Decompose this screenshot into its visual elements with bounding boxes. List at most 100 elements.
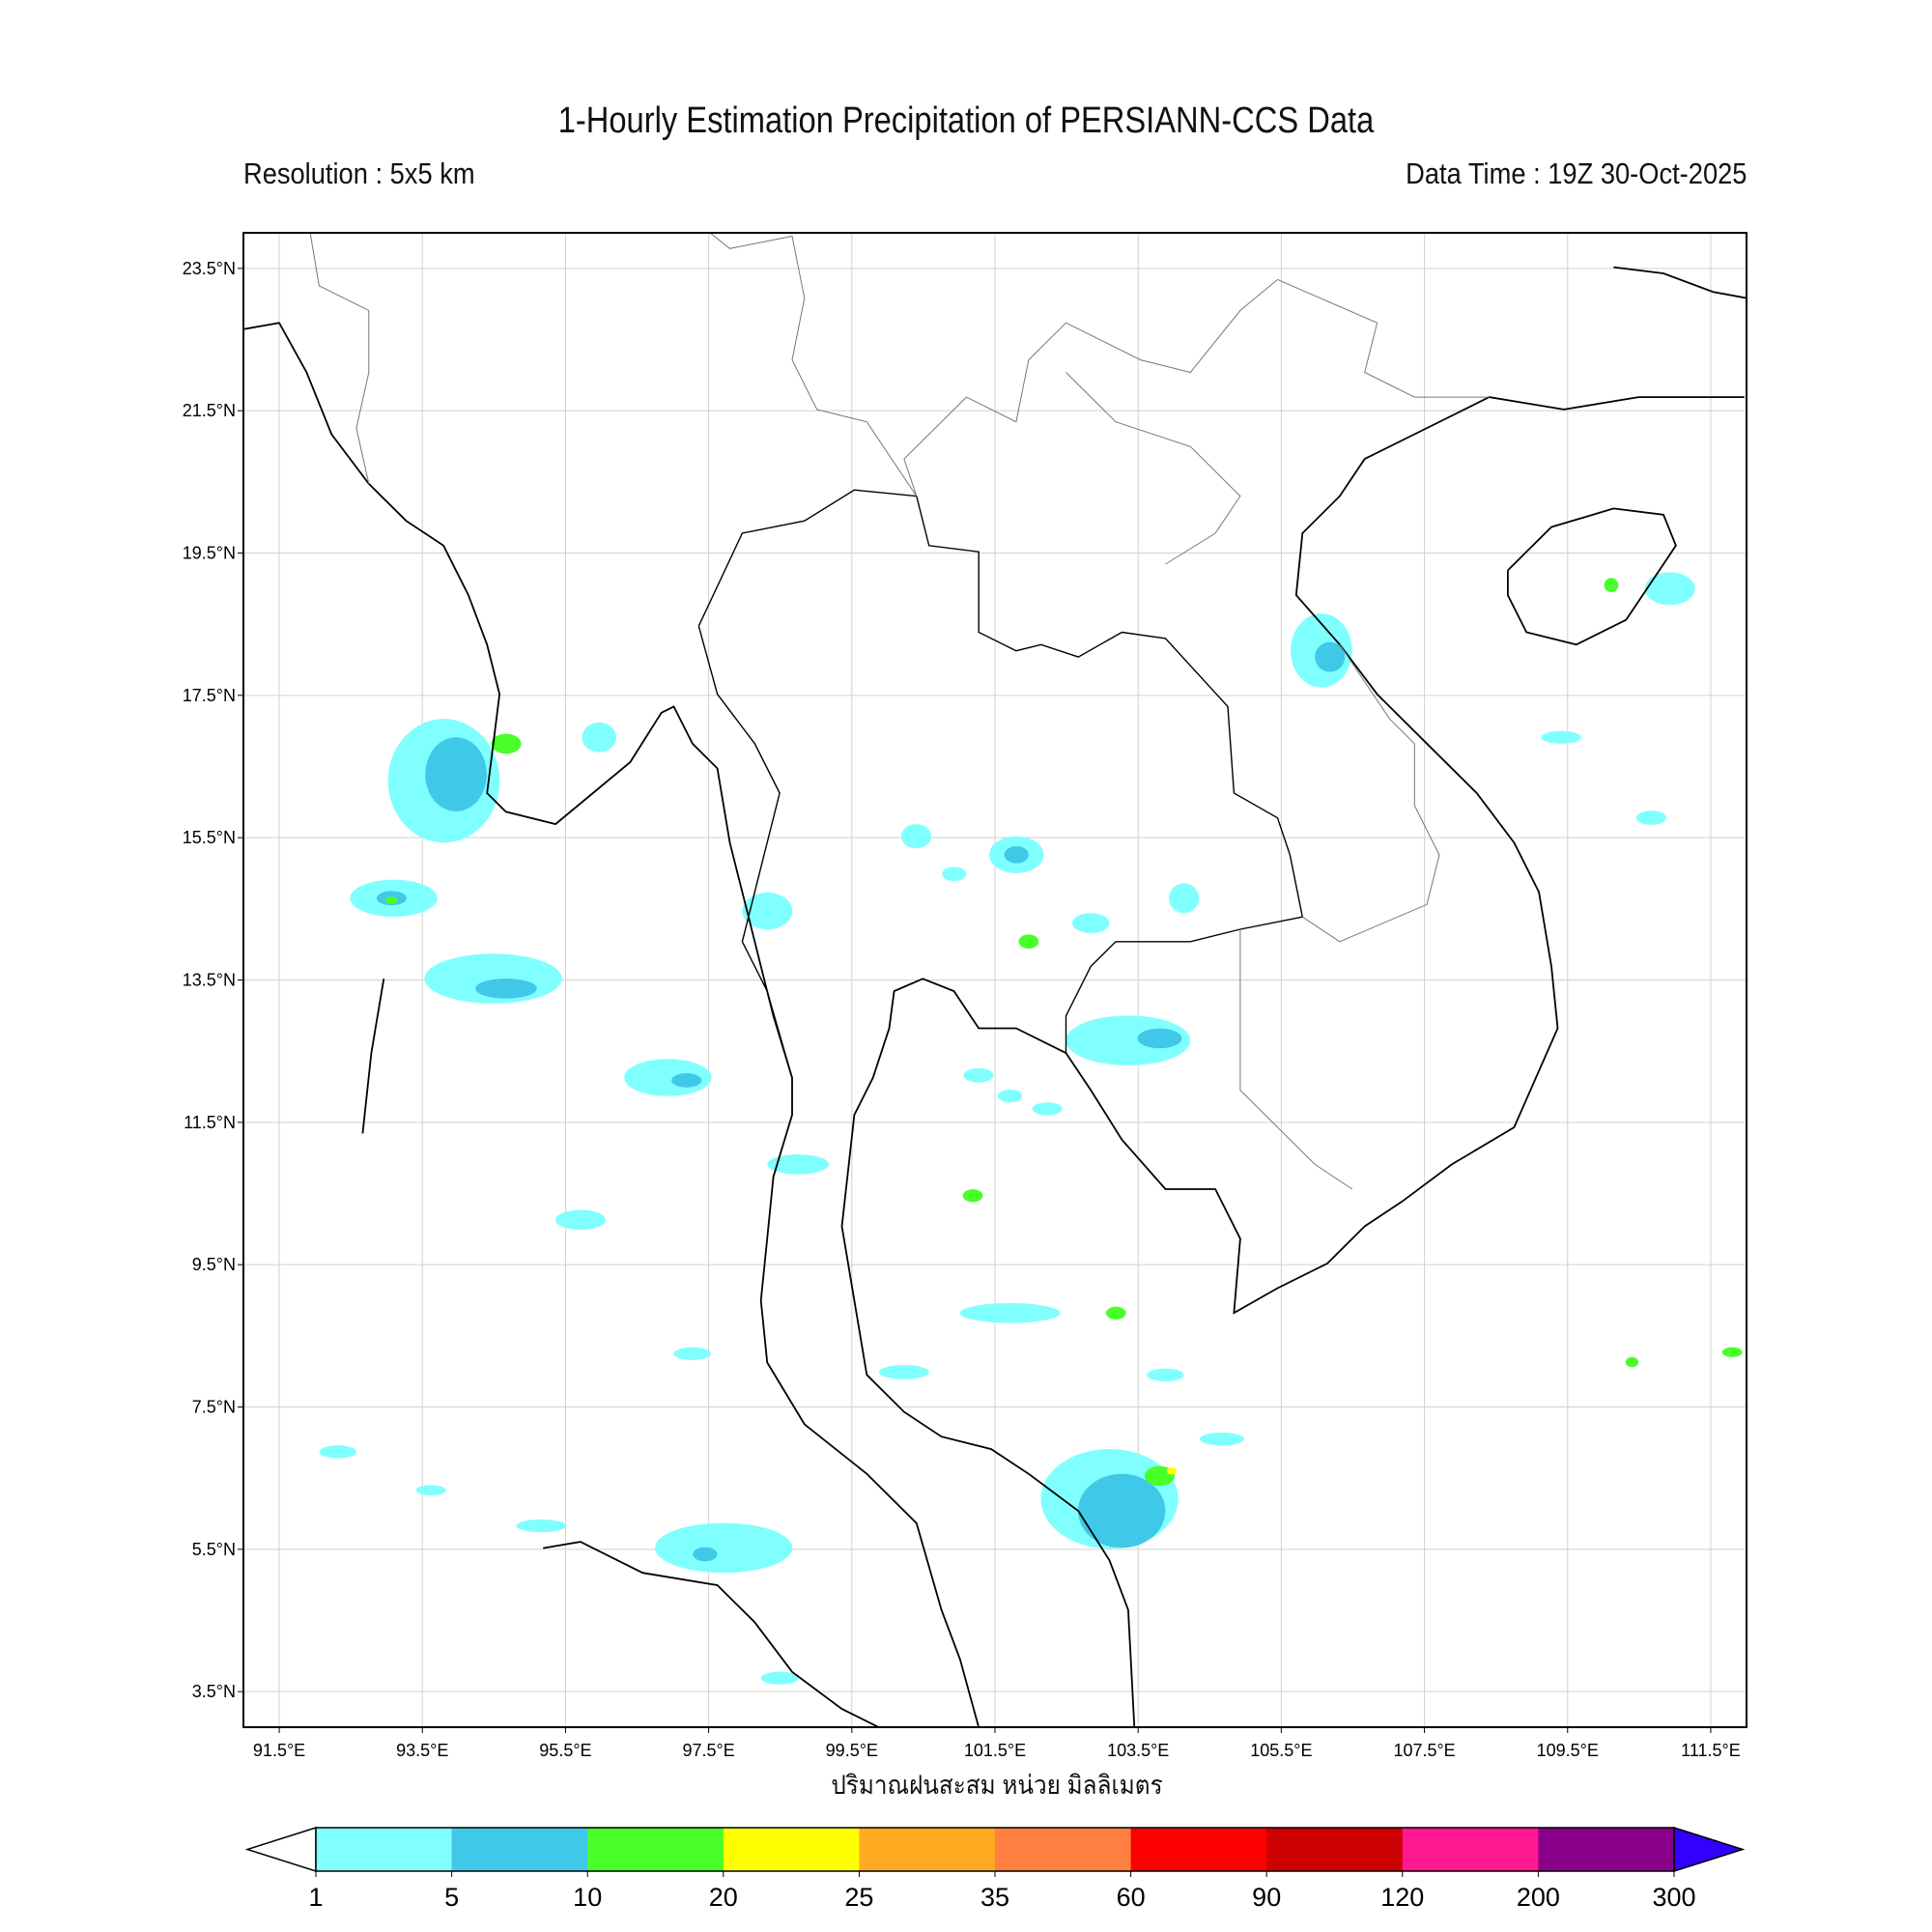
precip-cell <box>1169 883 1200 914</box>
country-border <box>1065 372 1241 565</box>
colorbar-segment <box>1266 1828 1404 1871</box>
precip-cell <box>1315 641 1346 672</box>
gridlines <box>243 233 1747 1727</box>
lat-tick-label: 23.5°N <box>183 259 236 278</box>
precip-cell <box>963 1067 994 1083</box>
colorbar-segment <box>1402 1828 1539 1871</box>
coastline <box>840 396 1745 1475</box>
colorbar-segment <box>859 1828 996 1871</box>
precip-cell <box>555 1209 606 1231</box>
colorbar-tick-label: 10 <box>573 1883 602 1912</box>
precipitation-layer <box>319 572 1743 1685</box>
colorbar-tick-label: 1 <box>308 1883 323 1912</box>
precip-cell <box>1147 1368 1184 1381</box>
precip-cell <box>760 1671 799 1685</box>
precip-cell <box>1072 913 1110 933</box>
lon-tick-label: 95.5°E <box>539 1741 591 1760</box>
axis-ticks: 91.5°E 93.5°E 95.5°E 97.5°E 99.5°E 101.5°E 103… <box>183 259 1741 1760</box>
precip-cell <box>425 737 487 811</box>
colorbar-tick-label: 60 <box>1117 1883 1146 1912</box>
country-border <box>697 625 793 1078</box>
precip-cell <box>1604 578 1619 593</box>
lon-tick-label: 109.5°E <box>1537 1741 1599 1760</box>
precip-cell <box>1065 1015 1191 1065</box>
lon-tick-label: 97.5°E <box>682 1741 734 1760</box>
precip-cell <box>415 1485 446 1495</box>
precip-cell <box>671 1073 702 1088</box>
lon-tick-label: 93.5°E <box>396 1741 448 1760</box>
precip-cell <box>491 733 522 754</box>
precip-cell <box>962 1189 983 1203</box>
precip-cell <box>1625 1356 1639 1368</box>
lon-tick-label: 105.5°E <box>1250 1741 1312 1760</box>
lat-tick-label: 3.5°N <box>192 1682 236 1701</box>
coastline <box>243 322 980 1727</box>
coastline <box>543 1541 880 1727</box>
precip-cell <box>384 896 399 904</box>
precip-cell <box>1166 1467 1178 1475</box>
country-border <box>710 233 918 497</box>
map-title: 1-Hourly Estimation Precipitation of PER… <box>557 100 1375 141</box>
colorbar-tick-label: 25 <box>844 1883 873 1912</box>
colorbar-under-arrow <box>244 1826 317 1873</box>
lon-tick-label: 101.5°E <box>964 1741 1026 1760</box>
lat-tick-label: 15.5°N <box>183 828 236 847</box>
precip-cell <box>1721 1347 1743 1357</box>
lat-tick-label: 17.5°N <box>183 686 236 705</box>
precip-cell <box>1032 1102 1063 1116</box>
precip-cell <box>1644 572 1695 606</box>
country-border <box>903 278 1490 497</box>
precip-cell <box>319 1445 357 1459</box>
precip-cell <box>582 722 617 753</box>
precip-cell <box>1018 934 1039 950</box>
lat-tick-label: 13.5°N <box>183 971 236 990</box>
precip-cell <box>878 1365 929 1379</box>
precip-cell <box>1635 810 1667 825</box>
lon-tick-label: 111.5°E <box>1681 1741 1741 1760</box>
precip-cell <box>900 824 932 849</box>
precip-cell <box>693 1547 718 1562</box>
lat-tick-label: 21.5°N <box>183 401 236 420</box>
precip-cell <box>997 1089 1023 1103</box>
lon-tick-label: 107.5°E <box>1393 1741 1455 1760</box>
precip-cell <box>942 867 967 882</box>
precip-cell <box>516 1519 567 1533</box>
colorbar-tick-label: 5 <box>444 1883 459 1912</box>
lon-tick-label: 91.5°E <box>253 1741 305 1760</box>
precip-cell <box>475 979 537 999</box>
colorbar-tick-label: 35 <box>980 1883 1009 1912</box>
country-border <box>1302 644 1440 943</box>
coastline <box>1028 1472 1136 1727</box>
precip-cell <box>673 1347 711 1360</box>
precip-cell <box>1077 1473 1166 1548</box>
lon-tick-label: 99.5°E <box>826 1741 878 1760</box>
precip-cell <box>1541 730 1581 744</box>
colorbar-over-arrow <box>1673 1826 1746 1873</box>
colorbar-segment <box>587 1828 724 1871</box>
colorbar: 1 5 10 20 25 35 60 90 120 200 300 <box>244 1826 1746 1912</box>
country-border <box>697 489 1304 1054</box>
colorbar-tick-label: 20 <box>709 1883 738 1912</box>
precip-cell <box>1199 1433 1244 1446</box>
precip-cell <box>742 892 793 930</box>
precip-cell <box>1105 1306 1126 1320</box>
colorbar-segment <box>723 1828 860 1871</box>
colorbar-segment <box>1538 1828 1675 1871</box>
precip-cell <box>1137 1028 1182 1049</box>
country-border <box>1239 929 1353 1190</box>
colorbar-segment <box>995 1828 1132 1871</box>
coastlines <box>243 233 1747 1727</box>
precip-cell <box>1004 846 1029 864</box>
lat-tick-label: 7.5°N <box>192 1398 236 1417</box>
colorbar-tick-label: 200 <box>1517 1883 1560 1912</box>
lat-tick-label: 11.5°N <box>184 1113 236 1132</box>
data-time-label: Data Time : 19Z 30-Oct-2025 <box>1405 156 1747 190</box>
colorbar-tick-label: 120 <box>1380 1883 1424 1912</box>
lat-tick-label: 9.5°N <box>192 1255 236 1274</box>
colorbar-segment <box>451 1828 588 1871</box>
precip-cell <box>767 1153 830 1175</box>
colorbar-segment <box>316 1828 453 1871</box>
resolution-label: Resolution : 5x5 km <box>243 156 475 190</box>
precip-cell <box>959 1302 1061 1323</box>
